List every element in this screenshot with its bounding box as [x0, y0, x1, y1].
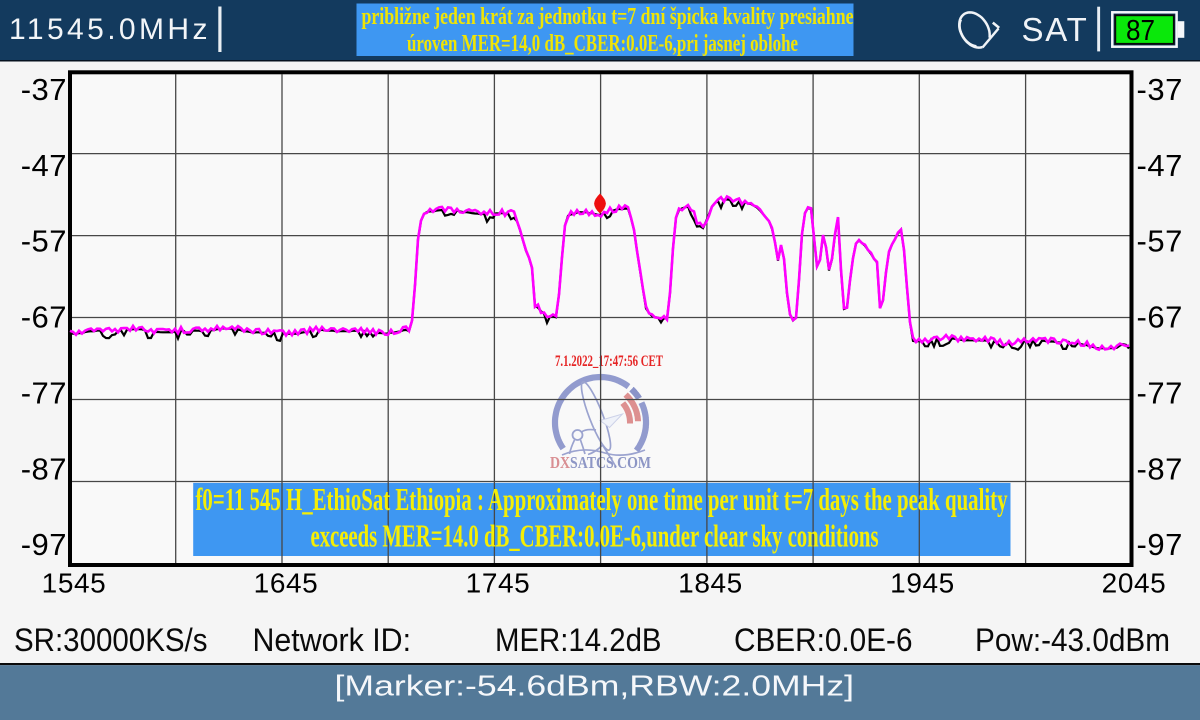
svg-text:približne jeden krát za jednot: približne jeden krát za jednotku t=7 dní… — [362, 4, 854, 30]
svg-text:-57: -57 — [21, 224, 67, 259]
svg-text:1545: 1545 — [42, 568, 107, 599]
svg-text:1645: 1645 — [254, 568, 319, 599]
svg-text:[Marker:-54.6dBm,RBW:2.0MHz]: [Marker:-54.6dBm,RBW:2.0MHz] — [335, 671, 855, 703]
svg-text:exceeds MER=14.0 dB_CBER:0.0E-: exceeds MER=14.0 dB_CBER:0.0E-6,under cl… — [311, 518, 879, 554]
svg-text:-47: -47 — [21, 148, 67, 183]
svg-text:CBER:0.0E-6: CBER:0.0E-6 — [734, 622, 913, 658]
svg-text:Network ID:: Network ID: — [253, 622, 412, 658]
svg-text:Pow:-43.0dBm: Pow:-43.0dBm — [975, 622, 1170, 658]
svg-text:1745: 1745 — [466, 568, 531, 599]
svg-text:-37: -37 — [1137, 72, 1183, 107]
svg-text:7.1.2022_17:47:56 CET: 7.1.2022_17:47:56 CET — [555, 353, 663, 370]
svg-text:SAT: SAT — [1022, 11, 1087, 48]
svg-text:1845: 1845 — [678, 568, 743, 599]
svg-text:SR:30000KS/s: SR:30000KS/s — [14, 622, 208, 658]
svg-text:-97: -97 — [1137, 527, 1183, 562]
svg-text:-47: -47 — [1137, 148, 1183, 183]
svg-text:-77: -77 — [1137, 376, 1183, 411]
svg-text:MER:14.2dB: MER:14.2dB — [495, 622, 662, 658]
svg-text:f0=11 545 H_EthioSat Ethiopia: f0=11 545 H_EthioSat Ethiopia : Approxim… — [196, 481, 1008, 517]
svg-text:-57: -57 — [1137, 224, 1183, 259]
svg-text:-87: -87 — [21, 451, 67, 486]
svg-text:-37: -37 — [21, 72, 67, 107]
svg-text:-77: -77 — [21, 376, 67, 411]
svg-text:-67: -67 — [21, 300, 67, 335]
svg-text:úroven MER=14,0 dB_CBER:0.0E-6: úroven MER=14,0 dB_CBER:0.0E-6,pri jasne… — [407, 31, 798, 57]
svg-text:-97: -97 — [21, 527, 67, 562]
svg-text:11545.0MHz: 11545.0MHz — [9, 13, 211, 46]
svg-text:2045: 2045 — [1102, 568, 1167, 599]
svg-text:87: 87 — [1126, 15, 1155, 47]
svg-text:1945: 1945 — [890, 568, 955, 599]
svg-text:-87: -87 — [1137, 451, 1183, 486]
svg-text:-67: -67 — [1137, 300, 1183, 335]
